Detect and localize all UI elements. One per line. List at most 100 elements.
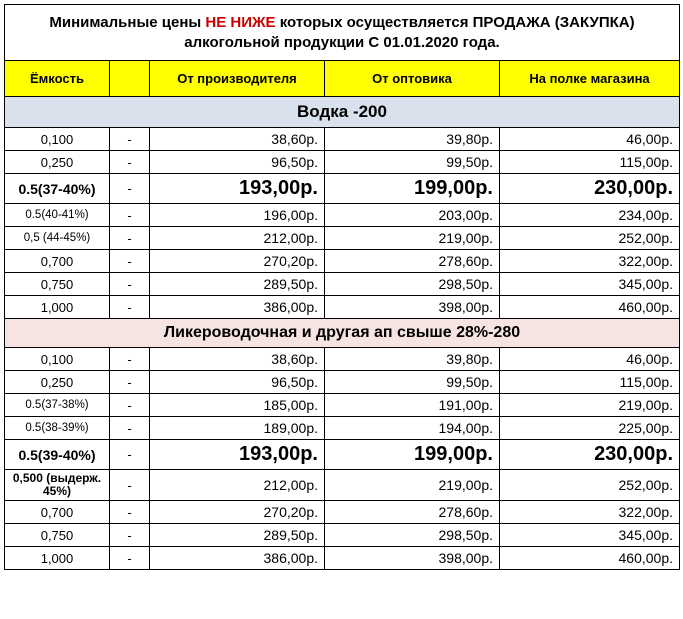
cell-producer-price: 289,50р. bbox=[150, 524, 325, 547]
cell-dash: - bbox=[110, 371, 150, 394]
cell-volume: 0,500 (выдерж. 45%) bbox=[5, 470, 110, 501]
cell-dash: - bbox=[110, 227, 150, 250]
cell-volume: 0,700 bbox=[5, 501, 110, 524]
cell-producer-price: 212,00р. bbox=[150, 227, 325, 250]
cell-wholesale-price: 99,50р. bbox=[325, 371, 500, 394]
cell-dash: - bbox=[110, 394, 150, 417]
cell-dash: - bbox=[110, 348, 150, 371]
cell-producer-price: 185,00р. bbox=[150, 394, 325, 417]
cell-wholesale-price: 398,00р. bbox=[325, 547, 500, 570]
price-row: 0.5(39-40%)-193,00р.199,00р.230,00р. bbox=[5, 440, 680, 470]
cell-volume: 0.5(37-40%) bbox=[5, 174, 110, 204]
price-row: 0.5(37-40%)-193,00р.199,00р.230,00р. bbox=[5, 174, 680, 204]
cell-producer-price: 38,60р. bbox=[150, 128, 325, 151]
cell-producer-price: 189,00р. bbox=[150, 417, 325, 440]
price-table: Минимальные цены НЕ НИЖЕ которых осущест… bbox=[4, 4, 680, 570]
cell-dash: - bbox=[110, 128, 150, 151]
col-blank bbox=[110, 61, 150, 97]
cell-producer-price: 96,50р. bbox=[150, 371, 325, 394]
cell-shelf-price: 219,00р. bbox=[500, 394, 680, 417]
price-row: 0,750-289,50р.298,50р.345,00р. bbox=[5, 524, 680, 547]
cell-shelf-price: 322,00р. bbox=[500, 501, 680, 524]
cell-shelf-price: 252,00р. bbox=[500, 227, 680, 250]
cell-wholesale-price: 39,80р. bbox=[325, 348, 500, 371]
section-header: Ликероводочная и другая ап свыше 28%-280 bbox=[5, 319, 680, 348]
cell-shelf-price: 46,00р. bbox=[500, 348, 680, 371]
cell-dash: - bbox=[110, 470, 150, 501]
cell-volume: 0.5(38-39%) bbox=[5, 417, 110, 440]
cell-wholesale-price: 398,00р. bbox=[325, 296, 500, 319]
col-volume: Ёмкость bbox=[5, 61, 110, 97]
cell-wholesale-price: 278,60р. bbox=[325, 501, 500, 524]
price-row: 1,000-386,00р.398,00р.460,00р. bbox=[5, 547, 680, 570]
cell-dash: - bbox=[110, 204, 150, 227]
price-row: 1,000-386,00р.398,00р.460,00р. bbox=[5, 296, 680, 319]
price-row: 0,700-270,20р.278,60р.322,00р. bbox=[5, 250, 680, 273]
price-row: 0,750-289,50р.298,50р.345,00р. bbox=[5, 273, 680, 296]
cell-shelf-price: 225,00р. bbox=[500, 417, 680, 440]
cell-shelf-price: 115,00р. bbox=[500, 371, 680, 394]
cell-dash: - bbox=[110, 250, 150, 273]
cell-volume: 0.5(39-40%) bbox=[5, 440, 110, 470]
price-row: 0,250-96,50р.99,50р.115,00р. bbox=[5, 151, 680, 174]
table-title: Минимальные цены НЕ НИЖЕ которых осущест… bbox=[5, 5, 680, 61]
price-row: 0.5(38-39%)-189,00р.194,00р.225,00р. bbox=[5, 417, 680, 440]
cell-wholesale-price: 199,00р. bbox=[325, 440, 500, 470]
cell-wholesale-price: 39,80р. bbox=[325, 128, 500, 151]
cell-dash: - bbox=[110, 151, 150, 174]
cell-wholesale-price: 99,50р. bbox=[325, 151, 500, 174]
cell-producer-price: 270,20р. bbox=[150, 501, 325, 524]
cell-shelf-price: 322,00р. bbox=[500, 250, 680, 273]
cell-wholesale-price: 278,60р. bbox=[325, 250, 500, 273]
cell-producer-price: 196,00р. bbox=[150, 204, 325, 227]
cell-producer-price: 386,00р. bbox=[150, 296, 325, 319]
price-row: 0,500 (выдерж. 45%)-212,00р.219,00р.252,… bbox=[5, 470, 680, 501]
cell-volume: 0,100 bbox=[5, 128, 110, 151]
cell-volume: 0,100 bbox=[5, 348, 110, 371]
cell-wholesale-price: 194,00р. bbox=[325, 417, 500, 440]
price-row: 0,700-270,20р.278,60р.322,00р. bbox=[5, 501, 680, 524]
cell-shelf-price: 345,00р. bbox=[500, 524, 680, 547]
cell-volume: 0.5(40-41%) bbox=[5, 204, 110, 227]
cell-dash: - bbox=[110, 296, 150, 319]
cell-volume: 1,000 bbox=[5, 547, 110, 570]
cell-dash: - bbox=[110, 174, 150, 204]
cell-shelf-price: 234,00р. bbox=[500, 204, 680, 227]
price-row: 0,100-38,60р.39,80р.46,00р. bbox=[5, 128, 680, 151]
cell-shelf-price: 460,00р. bbox=[500, 547, 680, 570]
cell-wholesale-price: 298,50р. bbox=[325, 524, 500, 547]
cell-volume: 0.5(37-38%) bbox=[5, 394, 110, 417]
cell-producer-price: 270,20р. bbox=[150, 250, 325, 273]
price-row: 0,5 (44-45%)-212,00р.219,00р.252,00р. bbox=[5, 227, 680, 250]
cell-shelf-price: 46,00р. bbox=[500, 128, 680, 151]
cell-volume: 0,5 (44-45%) bbox=[5, 227, 110, 250]
cell-shelf-price: 230,00р. bbox=[500, 440, 680, 470]
cell-producer-price: 386,00р. bbox=[150, 547, 325, 570]
price-row: 0.5(40-41%)-196,00р.203,00р.234,00р. bbox=[5, 204, 680, 227]
cell-wholesale-price: 298,50р. bbox=[325, 273, 500, 296]
price-row: 0,250-96,50р.99,50р.115,00р. bbox=[5, 371, 680, 394]
col-shelf: На полке магазина bbox=[500, 61, 680, 97]
cell-shelf-price: 230,00р. bbox=[500, 174, 680, 204]
cell-volume: 0,250 bbox=[5, 371, 110, 394]
cell-dash: - bbox=[110, 547, 150, 570]
cell-volume: 0,700 bbox=[5, 250, 110, 273]
price-row: 0,100-38,60р.39,80р.46,00р. bbox=[5, 348, 680, 371]
cell-producer-price: 193,00р. bbox=[150, 174, 325, 204]
cell-shelf-price: 115,00р. bbox=[500, 151, 680, 174]
cell-producer-price: 193,00р. bbox=[150, 440, 325, 470]
cell-shelf-price: 252,00р. bbox=[500, 470, 680, 501]
col-producer: От производителя bbox=[150, 61, 325, 97]
cell-shelf-price: 345,00р. bbox=[500, 273, 680, 296]
cell-wholesale-price: 191,00р. bbox=[325, 394, 500, 417]
cell-dash: - bbox=[110, 501, 150, 524]
cell-dash: - bbox=[110, 417, 150, 440]
cell-dash: - bbox=[110, 440, 150, 470]
cell-wholesale-price: 219,00р. bbox=[325, 227, 500, 250]
cell-volume: 1,000 bbox=[5, 296, 110, 319]
cell-wholesale-price: 219,00р. bbox=[325, 470, 500, 501]
cell-volume: 0,750 bbox=[5, 524, 110, 547]
cell-producer-price: 289,50р. bbox=[150, 273, 325, 296]
cell-shelf-price: 460,00р. bbox=[500, 296, 680, 319]
cell-wholesale-price: 203,00р. bbox=[325, 204, 500, 227]
